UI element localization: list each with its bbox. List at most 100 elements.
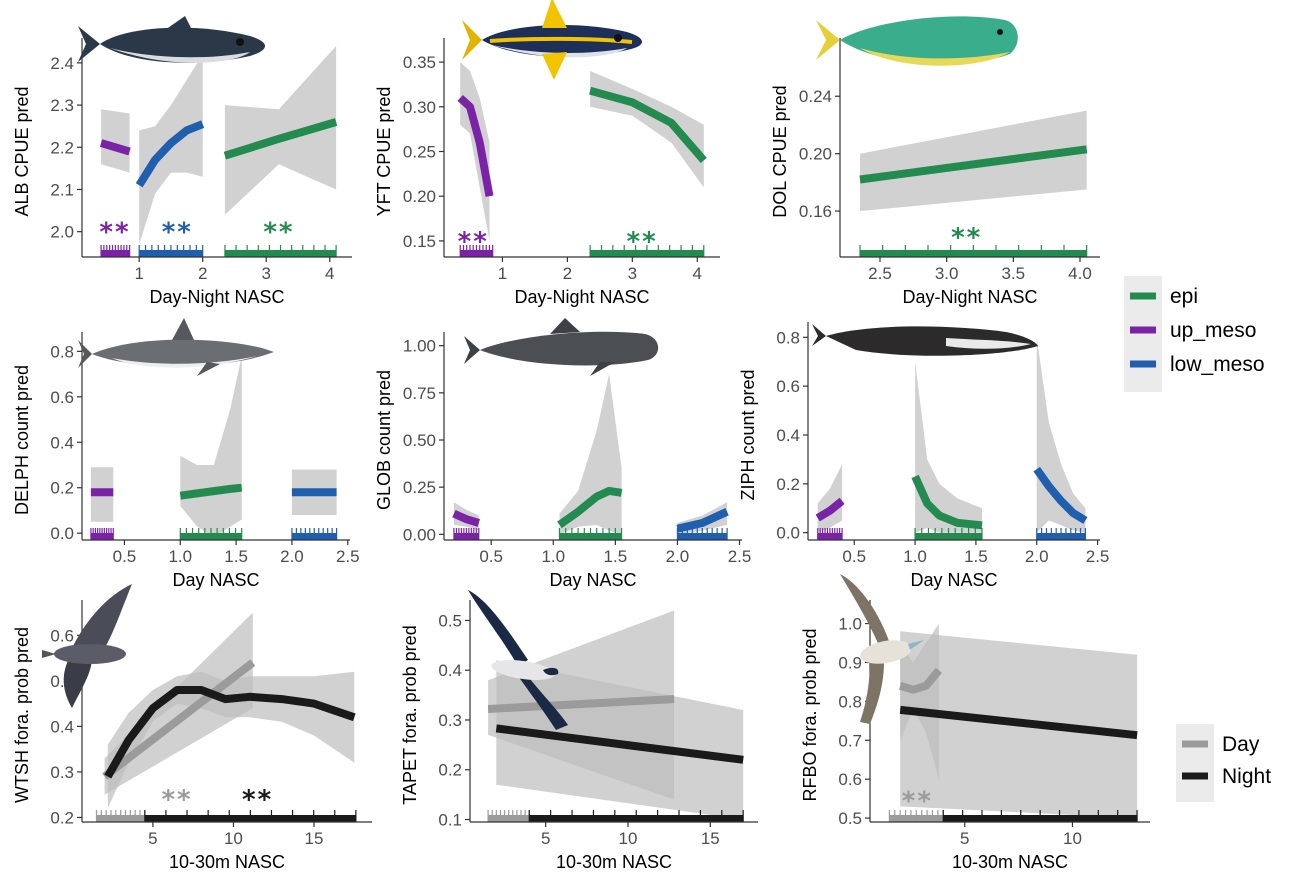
- significance-marker: **: [99, 218, 130, 248]
- chart-rfbo: ** 5 10 0.5 0.6 0.7 0.8 0.9 1.0 10-30m NASC RFBO f…: [800, 574, 1150, 872]
- x-tick-label: 10: [224, 829, 243, 848]
- y-tick-label: 0.00: [403, 525, 436, 544]
- series-line-up_meso: [452, 509, 480, 527]
- series-line-Day: [102, 659, 256, 780]
- y-tick-label: 0.20: [799, 145, 832, 164]
- y-tick-label: 0.5: [438, 611, 462, 630]
- x-axis-title: 10-30m NASC: [952, 852, 1068, 872]
- x-tick-label: 1: [498, 264, 507, 283]
- y-tick-label: 0.8: [50, 342, 74, 361]
- y-tick-label: 0.4: [776, 426, 800, 445]
- beaked-whale-icon: [812, 324, 1038, 356]
- legend-label-up_meso: up_meso: [1170, 319, 1256, 342]
- y-tick-label: 0.20: [403, 187, 436, 206]
- y-tick-label: 0.2: [438, 761, 462, 780]
- y-tick-label: 1.00: [403, 337, 436, 356]
- x-tick-label: 2.0: [666, 547, 690, 566]
- y-tick-label: 0.16: [799, 202, 832, 221]
- ribbon-epi: [559, 374, 622, 535]
- legend-label-epi: epi: [1170, 285, 1198, 308]
- x-tick-label: 1.5: [964, 547, 988, 566]
- x-tick-label: 0.5: [113, 547, 137, 566]
- y-tick-label: 0.3: [50, 763, 74, 782]
- series-line-epi: [557, 486, 623, 529]
- significance-marker: **: [902, 787, 933, 817]
- series-line-epi: [223, 118, 338, 160]
- significance-marker: **: [242, 785, 273, 815]
- y-axis-title: YFT CPUE pred: [374, 87, 394, 217]
- tuna-icon: [78, 16, 265, 63]
- y-tick-label: 0.25: [403, 478, 436, 497]
- chart-wtsh: ** **5 10 150.20.30.40.50.610-30m NASCWTSH …: [12, 584, 372, 872]
- significance-marker: **: [951, 223, 982, 253]
- ribbon-up_meso: [817, 464, 843, 533]
- ribbon-epi: [915, 361, 982, 533]
- y-axis-title: WTSH fora. prob pred: [12, 627, 32, 803]
- legend-label-low_meso: low_meso: [1170, 353, 1265, 376]
- y-tick-label: 0.1: [438, 811, 462, 830]
- series-line-Night: [899, 705, 1138, 740]
- ribbon-up_meso: [101, 109, 130, 173]
- x-axis-title: Day-Night NASC: [149, 287, 284, 307]
- significance-marker: **: [458, 227, 489, 257]
- series-line-epi: [179, 483, 243, 500]
- chart-delph: 0.5 1.0 1.5 2.0 2.5 0.0 0.2 0.4 0.6 0.8 Day NASC DE…: [12, 318, 360, 590]
- y-tick-label: 0.4: [50, 433, 74, 452]
- y-tick-label: 0.4: [50, 717, 74, 736]
- x-tick-label: 1.0: [541, 547, 565, 566]
- series-line-up_meso: [99, 139, 131, 156]
- chart-yft: ** ** 1 2 3 4 0.15 0.20 0.25 0.30 0.35 Day-Night NA…: [374, 0, 720, 307]
- x-axis-title: Day-Night NASC: [902, 287, 1037, 307]
- x-tick-label: 15: [305, 829, 324, 848]
- y-tick-label: 0.50: [403, 431, 436, 450]
- series-line-epi: [911, 474, 983, 530]
- chart-ziph: 0.5 1.0 1.5 2.0 2.5 0.0 0.2 0.4 0.6 0.8 Day NASC ZI…: [738, 322, 1109, 590]
- y-tick-label: 0.3: [438, 711, 462, 730]
- x-tick-label: 1: [134, 264, 143, 283]
- y-tick-label: 0.0: [776, 524, 800, 543]
- mahi-mahi-icon: [816, 16, 1018, 66]
- legend-key-background: [1176, 724, 1214, 802]
- y-tick-label: 0.7: [838, 731, 862, 750]
- series-line-up_meso: [457, 94, 494, 197]
- x-tick-label: 2.5: [868, 264, 892, 283]
- x-tick-label: 4: [325, 264, 334, 283]
- x-tick-label: 0.5: [479, 547, 503, 566]
- legend-label-night: Night: [1222, 765, 1271, 788]
- x-axis-title: Day NASC: [549, 570, 636, 590]
- x-tick-label: 2.5: [336, 547, 360, 566]
- y-axis-title: GLOB count pred: [374, 370, 394, 510]
- y-tick-label: 0.6: [776, 377, 800, 396]
- x-axis-title: 10-30m NASC: [556, 852, 672, 872]
- dolphin-icon: [78, 318, 274, 376]
- y-tick-label: 0.0: [50, 524, 74, 543]
- x-tick-label: 5: [541, 829, 550, 848]
- series-line-Night: [495, 724, 744, 764]
- legend-depth-zone: epi up_meso low_meso: [1124, 276, 1265, 392]
- x-tick-label: 5: [960, 829, 969, 848]
- y-tick-label: 0.2: [776, 475, 800, 494]
- y-tick-label: 0.6: [838, 770, 862, 789]
- ribbon-epi: [224, 46, 337, 215]
- y-tick-label: 2.2: [50, 138, 74, 157]
- x-axis-title: Day-Night NASC: [514, 287, 649, 307]
- chart-tapet: 5 10 15 0.1 0.2 0.3 0.4 0.5 10-30m NASC TAPET for…: [400, 590, 758, 872]
- x-tick-label: 10: [619, 829, 638, 848]
- y-axis-title: TAPET fora. prob pred: [400, 625, 420, 804]
- significance-marker: **: [161, 785, 192, 815]
- y-tick-label: 0.5: [838, 809, 862, 828]
- significance-marker: **: [263, 218, 294, 248]
- x-tick-label: 3.5: [1002, 264, 1026, 283]
- ribbon-Night: [496, 660, 744, 820]
- series-line-epi: [859, 145, 1088, 184]
- series-line-low_meso: [1033, 466, 1088, 524]
- x-tick-label: 3: [262, 264, 271, 283]
- y-tick-label: 2.1: [50, 180, 74, 199]
- x-tick-label: 1.0: [903, 547, 927, 566]
- y-tick-label: 2.3: [50, 96, 74, 115]
- y-tick-label: 0.8: [776, 328, 800, 347]
- y-tick-label: 0.30: [403, 98, 436, 117]
- ribbon-low_meso: [139, 54, 203, 245]
